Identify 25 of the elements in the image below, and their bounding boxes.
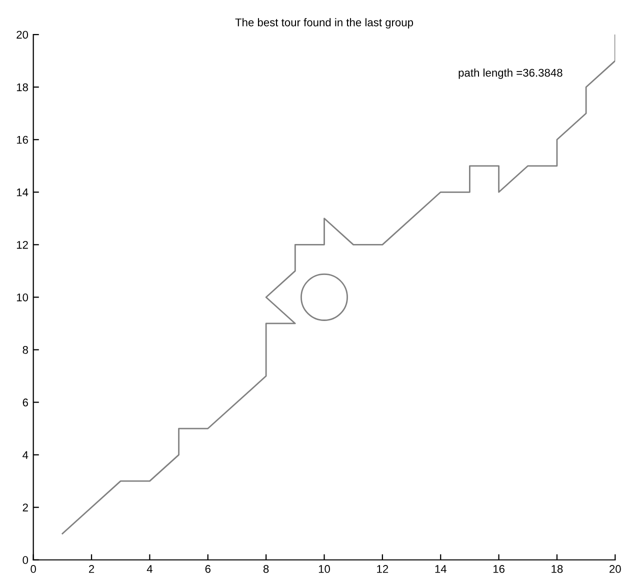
x-tick-label: 20 (610, 565, 621, 573)
x-tick-label: 12 (377, 565, 388, 573)
y-tick-label: 10 (16, 293, 28, 302)
y-tick-label: 12 (16, 240, 28, 249)
x-tick-label: 0 (30, 565, 36, 573)
y-tick-label: 14 (16, 188, 28, 196)
x-tick-label: 16 (493, 565, 504, 573)
y-tick-label: 18 (16, 83, 28, 92)
x-tick-label: 10 (318, 565, 330, 573)
y-tick-label: 2 (22, 504, 28, 512)
y-tick-label: 8 (22, 346, 28, 354)
y-tick-label: 6 (22, 398, 28, 406)
x-tick-label: 18 (552, 565, 563, 573)
x-tick-label: 4 (146, 565, 152, 573)
x-tick-label: 14 (435, 565, 446, 573)
x-tick-label: 6 (205, 565, 210, 573)
chart-title: The best tour found in the last group (235, 18, 414, 29)
y-tick-label: 20 (16, 30, 28, 39)
annotation: path length =36.3848 (458, 68, 562, 79)
y-tick-label: 16 (16, 136, 28, 144)
x-tick-label: 8 (263, 565, 269, 573)
line-series (62, 34, 616, 534)
y-tick-label: 0 (22, 556, 28, 564)
x-tick-label: 2 (88, 565, 94, 573)
y-tick-label: 4 (22, 451, 28, 459)
